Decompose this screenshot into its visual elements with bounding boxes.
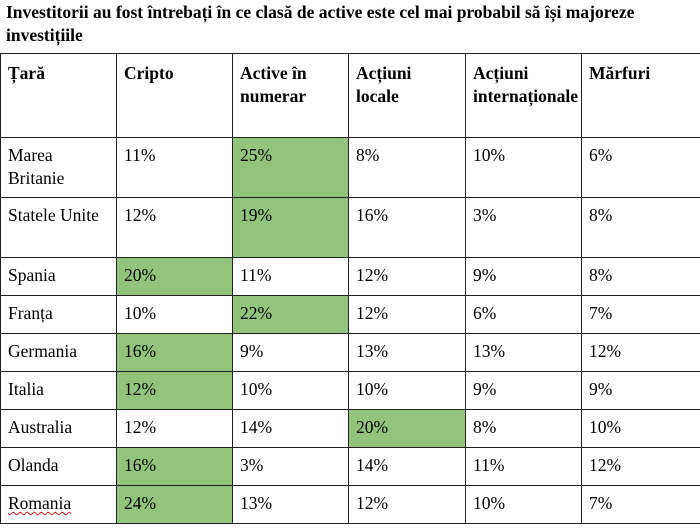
cell-marfuri: 6% [581, 137, 700, 198]
cell-marfuri: 8% [581, 197, 700, 258]
cell-country: Franța [0, 295, 117, 334]
header-numerar: Active în numerar [232, 53, 349, 138]
investment-table: Țară Cripto Active în numerar Acțiuni lo… [0, 53, 700, 524]
cell-marfuri: 12% [581, 333, 700, 372]
cell-cripto: 20% [116, 257, 233, 296]
table-row: Romania 24% 13% 12% 10% 7% [0, 485, 700, 524]
cell-locale: 8% [348, 137, 466, 198]
cell-country: Spania [0, 257, 117, 296]
cell-cripto: 12% [116, 371, 233, 410]
header-locale: Acțiuni locale [348, 53, 466, 138]
cell-cripto: 10% [116, 295, 233, 334]
cell-internationale: 11% [465, 447, 582, 486]
table-row: Spania 20% 11% 12% 9% 8% [0, 257, 700, 296]
cell-numerar: 25% [232, 137, 349, 198]
cell-numerar: 11% [232, 257, 349, 296]
cell-numerar: 10% [232, 371, 349, 410]
cell-cripto: 12% [116, 197, 233, 258]
cell-locale: 20% [348, 409, 466, 448]
cell-locale: 12% [348, 295, 466, 334]
country-name-spellcheck: Romania [8, 493, 72, 513]
table-row: Italia 12% 10% 10% 9% 9% [0, 371, 700, 410]
cell-marfuri: 12% [581, 447, 700, 486]
cell-marfuri: 9% [581, 371, 700, 410]
cell-locale: 13% [348, 333, 466, 372]
header-row: Țară Cripto Active în numerar Acțiuni lo… [0, 53, 700, 138]
cell-marfuri: 7% [581, 295, 700, 334]
cell-locale: 14% [348, 447, 466, 486]
header-marfuri: Mărfuri [581, 53, 700, 138]
cell-cripto: 12% [116, 409, 233, 448]
table-row: Australia 12% 14% 20% 8% 10% [0, 409, 700, 448]
cell-cripto: 11% [116, 137, 233, 198]
table-row: Franța 10% 22% 12% 6% 7% [0, 295, 700, 334]
cell-locale: 10% [348, 371, 466, 410]
cell-numerar: 22% [232, 295, 349, 334]
cell-internationale: 6% [465, 295, 582, 334]
table-row: Marea Britanie 11% 25% 8% 10% 6% [0, 137, 700, 198]
cell-internationale: 9% [465, 257, 582, 296]
cell-country: Statele Unite [0, 197, 117, 258]
cell-numerar: 14% [232, 409, 349, 448]
cell-internationale: 13% [465, 333, 582, 372]
cell-internationale: 3% [465, 197, 582, 258]
cell-locale: 16% [348, 197, 466, 258]
table-row: Germania 16% 9% 13% 13% 12% [0, 333, 700, 372]
cell-locale: 12% [348, 485, 466, 524]
cell-cripto: 16% [116, 333, 233, 372]
header-internationale: Acțiuni internaționale [465, 53, 582, 138]
cell-country: Romania [0, 485, 117, 524]
table-title: Investitorii au fost întrebați în ce cla… [6, 2, 635, 45]
cell-marfuri: 8% [581, 257, 700, 296]
cell-marfuri: 7% [581, 485, 700, 524]
cell-country: Italia [0, 371, 117, 410]
cell-country: Australia [0, 409, 117, 448]
cell-country: Olanda [0, 447, 117, 486]
cell-cripto: 16% [116, 447, 233, 486]
cell-cripto: 24% [116, 485, 233, 524]
cell-country: Germania [0, 333, 117, 372]
cell-internationale: 8% [465, 409, 582, 448]
cell-numerar: 9% [232, 333, 349, 372]
table-row: Statele Unite 12% 19% 16% 3% 8% [0, 197, 700, 258]
cell-numerar: 19% [232, 197, 349, 258]
table-row: Olanda 16% 3% 14% 11% 12% [0, 447, 700, 486]
cell-country: Marea Britanie [0, 137, 117, 198]
cell-numerar: 3% [232, 447, 349, 486]
cell-locale: 12% [348, 257, 466, 296]
header-country: Țară [0, 53, 117, 138]
header-cripto: Cripto [116, 53, 233, 138]
cell-numerar: 13% [232, 485, 349, 524]
cell-internationale: 10% [465, 137, 582, 198]
cell-internationale: 10% [465, 485, 582, 524]
cell-internationale: 9% [465, 371, 582, 410]
cell-marfuri: 10% [581, 409, 700, 448]
